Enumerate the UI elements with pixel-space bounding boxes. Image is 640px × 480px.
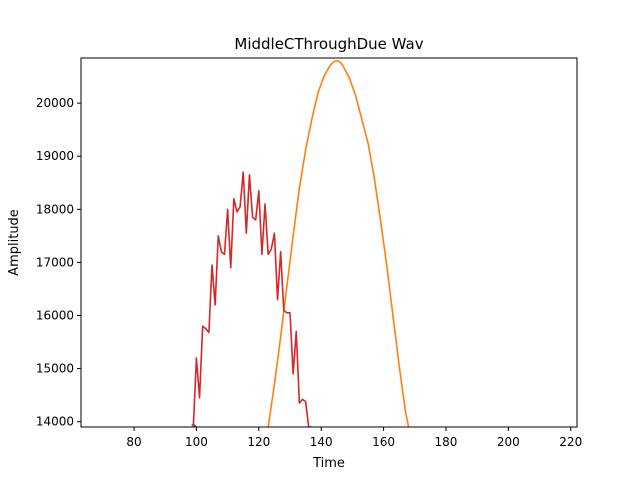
- y-axis-label: Amplitude: [7, 209, 22, 276]
- y-tick-label: 17000: [36, 255, 74, 269]
- x-tick-label: 220: [559, 435, 582, 449]
- y-tick-label: 14000: [36, 415, 74, 429]
- y-tick-label: 20000: [36, 96, 74, 110]
- x-tick-label: 100: [185, 435, 208, 449]
- plot-area: [191, 59, 410, 427]
- series-line-3: [192, 171, 312, 427]
- x-tick-label: 120: [247, 435, 270, 449]
- x-axis-label: Time: [312, 456, 345, 471]
- chart-title: MiddleCThroughDue Wav: [234, 35, 423, 53]
- y-tick-label: 18000: [36, 202, 74, 216]
- x-tick-label: 180: [435, 435, 458, 449]
- x-tick-label: 200: [497, 435, 520, 449]
- x-tick-label: 80: [126, 435, 141, 449]
- y-tick-label: 15000: [36, 362, 74, 376]
- series-line-2: [267, 59, 410, 427]
- x-tick-label: 160: [372, 435, 395, 449]
- plot-frame: [80, 57, 578, 428]
- x-axis: 80 100 120 140 160 180 200 220: [126, 427, 582, 449]
- y-tick-label: 19000: [36, 149, 74, 163]
- y-tick-label: 16000: [36, 309, 74, 323]
- x-tick-label: 140: [310, 435, 333, 449]
- y-axis: 14000 15000 16000 17000 18000 19000 20000: [36, 96, 81, 429]
